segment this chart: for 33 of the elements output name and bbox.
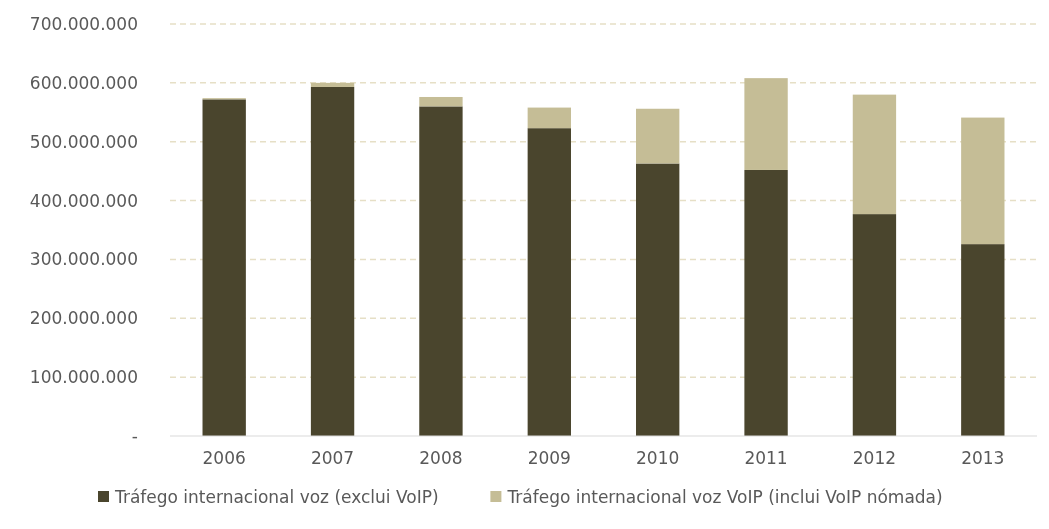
y-tick-label: 500.000.000 — [29, 131, 138, 152]
y-tick-label: 200.000.000 — [29, 308, 138, 329]
bar — [636, 163, 680, 436]
bar — [419, 106, 463, 436]
bar — [527, 107, 571, 129]
bar — [961, 117, 1005, 245]
bar — [202, 99, 246, 436]
bar — [636, 108, 680, 164]
x-tick-label: 2007 — [310, 448, 355, 468]
legend-label: Tráfego internacional voz VoIP (inclui VoIP nómada) — [506, 486, 943, 507]
x-tick-label: 2006 — [202, 448, 246, 468]
y-tick-label: 400.000.000 — [29, 190, 138, 211]
x-tick-label: 2011 — [744, 448, 788, 468]
y-tick-label: 300.000.000 — [29, 249, 138, 270]
bar — [310, 82, 355, 87]
x-tick-label: 2010 — [636, 448, 680, 468]
x-tick-label: 2009 — [527, 448, 571, 468]
bar — [419, 96, 463, 107]
bar — [310, 86, 355, 436]
bar — [744, 78, 788, 170]
y-tick-label: 600.000.000 — [29, 72, 138, 93]
x-tick-label: 2013 — [961, 448, 1005, 468]
legend-label: Tráfego internacional voz (exclui VoIP) — [114, 486, 439, 507]
y-tick-label: 100.000.000 — [29, 367, 138, 388]
bar — [527, 128, 571, 436]
bar — [852, 214, 897, 436]
x-tick-label: 2008 — [419, 448, 463, 468]
y-tick-label: 700.000.000 — [29, 13, 138, 34]
y-tick-label: - — [131, 425, 138, 446]
bar — [852, 94, 897, 215]
bar — [744, 169, 788, 436]
bar — [961, 244, 1005, 436]
x-tick-label: 2012 — [852, 448, 897, 468]
